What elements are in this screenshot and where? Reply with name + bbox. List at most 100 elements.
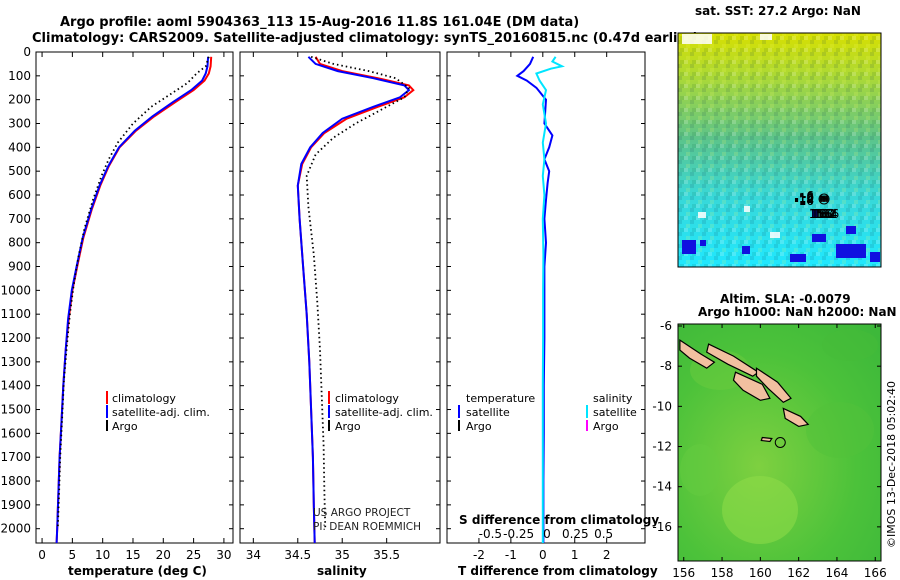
lon-tick-label: 158 bbox=[810, 207, 833, 221]
x-tick-label: -2 bbox=[473, 548, 485, 562]
sst-map-panel: sat. SST: 27.2 Argo: NaN 156158160162164… bbox=[677, 4, 882, 268]
legend-argo: Argo bbox=[112, 420, 138, 433]
lon-tick-label: 164 bbox=[825, 566, 848, 580]
s-tick-label: 0.5 bbox=[594, 527, 613, 541]
x-tick-label: 35 bbox=[335, 548, 350, 562]
difference-frame bbox=[446, 51, 646, 544]
depth-tick-label: 600 bbox=[8, 188, 31, 202]
depth-axis-labels: 0 100 200 300 400 500 600 700 800 900 1000 1100 1200… bbox=[0, 45, 31, 536]
depth-tick-label: 1000 bbox=[0, 283, 31, 297]
temperature-xlabel: temperature (deg C) bbox=[68, 564, 207, 578]
lon-tick-label: 164 bbox=[815, 207, 838, 221]
imos-stamp: ©IMOS 13-Dec-2018 05:02:40 bbox=[885, 381, 898, 548]
depth-tick-label: 1600 bbox=[0, 426, 31, 440]
temperature-panel: 0 5 10 15 20 25 30 temperature (deg C) climato… bbox=[35, 51, 234, 578]
series-line bbox=[296, 56, 415, 544]
sla-profile-marker bbox=[774, 437, 786, 448]
lon-tick-label: 166 bbox=[816, 207, 839, 221]
difference-panel: -2 -1 0 1 2 temperature satellite Argo salin… bbox=[446, 51, 659, 578]
lat-tick-label: -8 bbox=[802, 190, 814, 204]
depth-tick-label: 0 bbox=[23, 45, 31, 59]
lat-tick-label: -16 bbox=[794, 194, 814, 208]
project-note: US ARGO PROJECT bbox=[313, 507, 411, 519]
series-line bbox=[305, 55, 411, 529]
depth-tick-label: 700 bbox=[8, 212, 31, 226]
series-line bbox=[296, 56, 411, 544]
x-tick-label: 20 bbox=[156, 548, 171, 562]
series-line bbox=[56, 56, 210, 529]
sla-map-title: Altim. SLA: -0.0079 bbox=[720, 292, 851, 306]
lon-tick-label: 162 bbox=[813, 207, 836, 221]
depth-tick-label: 300 bbox=[8, 117, 31, 131]
series-line bbox=[55, 56, 210, 544]
depth-tick-label: 1500 bbox=[0, 403, 31, 417]
x-tick-label: -1 bbox=[505, 548, 517, 562]
sst-profile-marker bbox=[818, 193, 830, 205]
salinity-panel: 34 34.5 35 35.5 salinity climatology satell… bbox=[239, 51, 441, 578]
depth-tick-label: 900 bbox=[8, 260, 31, 274]
s-difference-ticks: -0.5 -0.25 0 0.25 0.5 bbox=[479, 527, 614, 541]
lat-tick-label: -12 bbox=[794, 192, 814, 206]
difference-series bbox=[515, 56, 565, 543]
island bbox=[706, 343, 760, 377]
lon-tick-label: 156 bbox=[809, 207, 832, 221]
salinity-legend: climatology satellite-adj. clim. Argo bbox=[328, 391, 433, 433]
pi-note: PI: DEAN ROEMMICH bbox=[313, 521, 421, 533]
lat-tick-label: -10 bbox=[652, 399, 672, 413]
lat-tick-label: -6 bbox=[660, 319, 672, 333]
legend-satellite: satellite-adj. clim. bbox=[112, 406, 210, 419]
lon-tick-label: 160 bbox=[812, 207, 835, 221]
lat-tick-label: -6 bbox=[802, 189, 814, 203]
depth-tick-label: 1900 bbox=[0, 498, 31, 512]
lon-tick-label: 166 bbox=[864, 566, 887, 580]
lon-tick-label: 158 bbox=[711, 566, 734, 580]
lat-tick-label: -8 bbox=[660, 359, 672, 373]
x-tick-label: 1 bbox=[571, 548, 579, 562]
series-line bbox=[535, 56, 565, 543]
temperature-frame bbox=[35, 51, 234, 544]
x-tick-label: 10 bbox=[95, 548, 110, 562]
x-tick-label: 35.5 bbox=[373, 548, 400, 562]
depth-tick-label: 1100 bbox=[0, 307, 31, 321]
x-tick-label: 34 bbox=[246, 548, 261, 562]
title-line-1: Argo profile: aoml 5904363_113 15-Aug-20… bbox=[60, 15, 579, 30]
series-line bbox=[55, 56, 213, 544]
difference-legend-right: salinity satellite Argo bbox=[586, 392, 637, 433]
lon-tick-label: 156 bbox=[672, 566, 695, 580]
lon-tick-label: 160 bbox=[749, 566, 772, 580]
island bbox=[755, 367, 792, 404]
sst-map-frame bbox=[677, 32, 882, 268]
s-tick-label: -0.5 bbox=[479, 527, 502, 541]
lat-tick-label: -12 bbox=[652, 440, 672, 454]
sla-map-panel: Altim. SLA: -0.0079 Argo h1000: NaN h200… bbox=[652, 292, 896, 580]
depth-tick-label: 800 bbox=[8, 236, 31, 250]
x-tick-label: 15 bbox=[125, 548, 140, 562]
sla-map-frame bbox=[677, 323, 882, 562]
temperature-ticks: 0 5 10 15 20 25 30 bbox=[36, 51, 233, 562]
lat-tick-label: -14 bbox=[652, 480, 672, 494]
x-tick-label: 5 bbox=[69, 548, 77, 562]
x-tick-label: 25 bbox=[186, 548, 201, 562]
depth-tick-label: 1800 bbox=[0, 474, 31, 488]
depth-tick-label: 200 bbox=[8, 93, 31, 107]
lon-tick-label: 162 bbox=[787, 566, 810, 580]
depth-tick-label: 1700 bbox=[0, 450, 31, 464]
sla-map-ticks: 156 158 160 162 164 166 -6 -8 -10 -12 -14 -16 bbox=[652, 319, 886, 580]
x-tick-label: 30 bbox=[216, 548, 231, 562]
depth-tick-label: 1300 bbox=[0, 355, 31, 369]
s-tick-label: 0.25 bbox=[562, 527, 589, 541]
temperature-legend: climatology satellite-adj. clim. Argo bbox=[106, 391, 210, 433]
x-tick-label: 0 bbox=[38, 548, 46, 562]
island bbox=[732, 371, 771, 401]
sst-cool-patches bbox=[682, 210, 880, 262]
depth-tick-label: 1200 bbox=[0, 331, 31, 345]
salinity-ticks: 34 34.5 35 35.5 bbox=[240, 51, 440, 562]
legend-climatology: climatology bbox=[335, 392, 399, 405]
difference-ticks: -2 -1 0 1 2 bbox=[447, 51, 645, 562]
island bbox=[679, 338, 716, 369]
sla-texture bbox=[680, 329, 878, 544]
t-difference-xlabel: T difference from climatology bbox=[458, 564, 658, 578]
lat-tick-label: -10 bbox=[794, 191, 814, 205]
